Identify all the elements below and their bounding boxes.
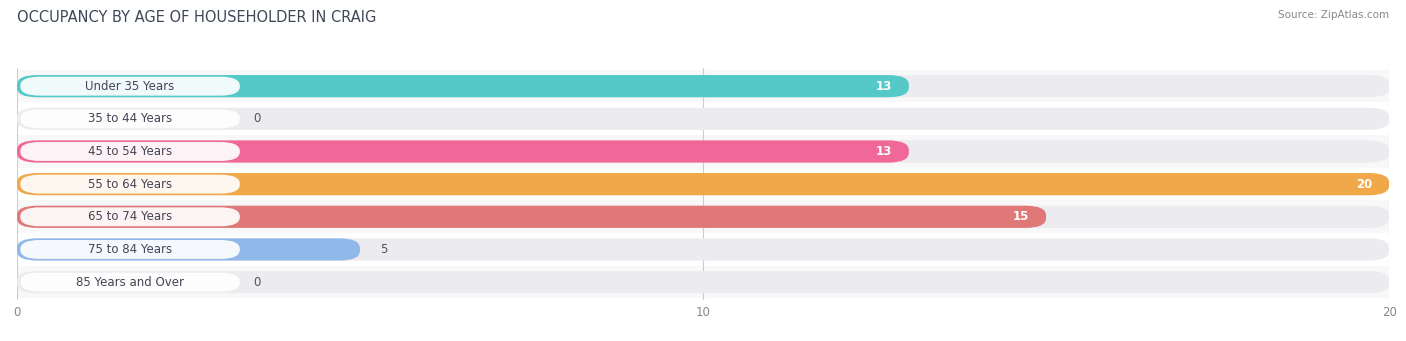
FancyBboxPatch shape	[20, 175, 240, 194]
Text: Under 35 Years: Under 35 Years	[86, 80, 174, 93]
FancyBboxPatch shape	[17, 108, 1389, 130]
Text: OCCUPANCY BY AGE OF HOUSEHOLDER IN CRAIG: OCCUPANCY BY AGE OF HOUSEHOLDER IN CRAIG	[17, 10, 377, 25]
FancyBboxPatch shape	[17, 140, 1389, 163]
FancyBboxPatch shape	[17, 168, 1389, 201]
FancyBboxPatch shape	[17, 201, 1389, 233]
FancyBboxPatch shape	[17, 238, 360, 261]
FancyBboxPatch shape	[20, 207, 240, 226]
Text: 13: 13	[876, 145, 891, 158]
FancyBboxPatch shape	[17, 206, 1389, 228]
FancyBboxPatch shape	[20, 142, 240, 161]
FancyBboxPatch shape	[17, 173, 1389, 195]
Text: 65 to 74 Years: 65 to 74 Years	[89, 210, 172, 223]
Text: 0: 0	[253, 112, 262, 125]
FancyBboxPatch shape	[17, 238, 1389, 261]
Text: 20: 20	[1355, 178, 1372, 191]
FancyBboxPatch shape	[17, 173, 1389, 195]
Text: 75 to 84 Years: 75 to 84 Years	[89, 243, 172, 256]
FancyBboxPatch shape	[17, 103, 1389, 135]
Text: 13: 13	[876, 80, 891, 93]
FancyBboxPatch shape	[17, 140, 908, 163]
Text: 5: 5	[381, 243, 388, 256]
Text: Source: ZipAtlas.com: Source: ZipAtlas.com	[1278, 10, 1389, 20]
Text: 15: 15	[1012, 210, 1029, 223]
Text: 55 to 64 Years: 55 to 64 Years	[89, 178, 172, 191]
FancyBboxPatch shape	[17, 271, 1389, 293]
Text: 35 to 44 Years: 35 to 44 Years	[89, 112, 172, 125]
FancyBboxPatch shape	[20, 240, 240, 259]
Text: 0: 0	[253, 276, 262, 288]
FancyBboxPatch shape	[17, 206, 1046, 228]
FancyBboxPatch shape	[20, 77, 240, 95]
FancyBboxPatch shape	[17, 75, 1389, 97]
Text: 45 to 54 Years: 45 to 54 Years	[89, 145, 172, 158]
FancyBboxPatch shape	[17, 266, 1389, 298]
FancyBboxPatch shape	[17, 70, 1389, 103]
FancyBboxPatch shape	[20, 109, 240, 128]
Text: 85 Years and Over: 85 Years and Over	[76, 276, 184, 288]
FancyBboxPatch shape	[17, 233, 1389, 266]
FancyBboxPatch shape	[20, 273, 240, 292]
FancyBboxPatch shape	[17, 75, 908, 97]
FancyBboxPatch shape	[17, 135, 1389, 168]
